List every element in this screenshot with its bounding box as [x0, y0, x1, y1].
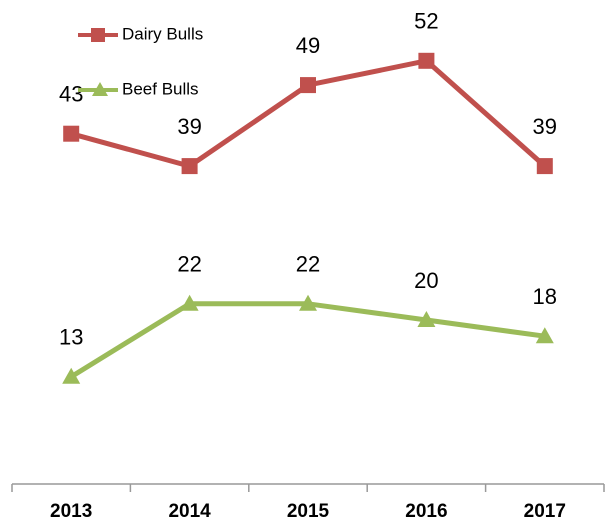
marker: [299, 294, 317, 311]
x-tick-label: 2014: [168, 501, 211, 522]
data-label: 18: [533, 284, 557, 309]
data-label: 52: [414, 9, 438, 34]
data-label: 43: [59, 82, 83, 107]
data-label: 13: [59, 325, 83, 350]
x-tick-label: 2015: [287, 501, 330, 522]
legend-label: Dairy Bulls: [122, 24, 203, 43]
data-label: 20: [414, 268, 438, 293]
data-label: 22: [177, 252, 201, 277]
x-tick-label: 2017: [524, 501, 566, 522]
marker: [62, 367, 81, 384]
data-label: 49: [296, 33, 320, 58]
series-line: [69, 301, 546, 379]
marker: [418, 52, 435, 69]
data-label: 39: [533, 114, 557, 139]
marker: [181, 158, 198, 175]
data-label: 39: [177, 114, 201, 139]
data-label: 22: [296, 252, 320, 277]
x-tick-label: 2013: [50, 501, 92, 522]
marker: [536, 158, 553, 175]
legend-marker: [91, 28, 105, 42]
marker: [180, 294, 199, 311]
marker: [417, 311, 436, 327]
legend-marker: [92, 82, 108, 96]
x-tick-label: 2016: [405, 501, 447, 522]
marker: [535, 327, 554, 344]
marker: [300, 77, 316, 94]
marker: [63, 125, 80, 142]
series-line: [70, 58, 547, 169]
legend-label: Beef Bulls: [122, 79, 199, 98]
